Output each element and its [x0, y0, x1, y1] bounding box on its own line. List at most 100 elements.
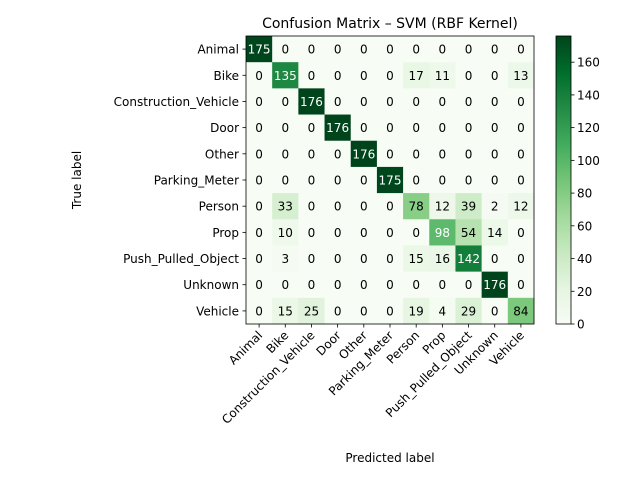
- cell-value-label: 0: [308, 43, 316, 57]
- cell-value-label: 0: [386, 43, 394, 57]
- cell-value-label: 0: [308, 174, 316, 188]
- cell-value-label: 12: [513, 200, 528, 214]
- cell-value-label: 0: [386, 95, 394, 109]
- heatmap-cell: [246, 62, 273, 89]
- heatmap-cell: [324, 140, 352, 168]
- colorbar-tick-label: 20: [577, 285, 592, 299]
- cell-value-label: 0: [281, 95, 289, 109]
- cell-value-label: 0: [465, 174, 473, 188]
- heatmap-cell: [272, 166, 299, 194]
- heatmap-cell: [350, 114, 378, 142]
- cell-value-label: 0: [255, 252, 263, 266]
- cell-value-label: 0: [255, 95, 263, 109]
- heatmap-cells: 175 0 0 0 0 0 0 0 0 0 0 0 135 0 0 0 0 17 11 0 0 13 0 0 176 0 0 0 0 0 0…: [246, 36, 535, 325]
- heatmap-cell: [455, 36, 483, 63]
- cell-value-label: 0: [255, 226, 263, 240]
- heatmap-cell: [481, 297, 509, 325]
- cell-value-label: 176: [300, 95, 323, 109]
- colorbar-tick-label: 0: [577, 318, 585, 332]
- heatmap-cell: [324, 62, 352, 89]
- heatmap-cell: [481, 193, 509, 220]
- heatmap-cell: [350, 193, 378, 220]
- heatmap-cell: [455, 271, 483, 299]
- heatmap-cell: [455, 245, 483, 273]
- heatmap-cell: [350, 297, 378, 325]
- cell-value-label: 0: [517, 121, 525, 135]
- cell-value-label: 0: [334, 252, 342, 266]
- heatmap-cell: [298, 166, 325, 194]
- cell-value-label: 14: [487, 226, 502, 240]
- heatmap-cell: [403, 193, 430, 220]
- heatmap-cell: [350, 166, 378, 194]
- y-tick-label: Parking_Meter: [154, 174, 239, 188]
- cell-value-label: 15: [278, 304, 293, 318]
- cell-value-label: 0: [412, 174, 420, 188]
- cell-value-label: 11: [435, 69, 450, 83]
- y-tick-label: Vehicle: [196, 304, 239, 318]
- heatmap-cell: [481, 114, 509, 142]
- heatmap-cell: [246, 245, 273, 273]
- cell-value-label: 16: [435, 252, 450, 266]
- cell-value-label: 0: [386, 278, 394, 292]
- heatmap-cell: [376, 297, 404, 325]
- cell-value-label: 2: [491, 200, 499, 214]
- heatmap-cell: [507, 88, 535, 115]
- heatmap-cell: [324, 88, 352, 115]
- cell-value-label: 0: [255, 121, 263, 135]
- cell-value-label: 0: [439, 278, 447, 292]
- cell-value-label: 0: [255, 278, 263, 292]
- cell-value-label: 0: [360, 121, 368, 135]
- heatmap-cell: [298, 88, 325, 115]
- y-tick-label: Bike: [214, 69, 239, 83]
- y-tick-label: Construction_Vehicle: [114, 95, 239, 109]
- y-tick-label: Animal: [197, 43, 239, 57]
- cell-value-label: 0: [439, 43, 447, 57]
- cell-value-label: 0: [465, 95, 473, 109]
- cell-value-label: 0: [517, 174, 525, 188]
- heatmap-cell: [481, 219, 509, 246]
- heatmap-cell: [246, 88, 273, 115]
- heatmap-cell: [324, 166, 352, 194]
- y-tick-label: Push_Pulled_Object: [123, 252, 239, 266]
- heatmap-cell: [272, 219, 299, 246]
- heatmap-cell: [324, 271, 352, 299]
- heatmap-cell: [429, 297, 456, 325]
- heatmap-cell: [429, 36, 456, 63]
- heatmap-cell: [272, 88, 299, 115]
- heatmap-cell: [403, 62, 430, 89]
- cell-value-label: 0: [281, 278, 289, 292]
- heatmap-cell: [272, 140, 299, 168]
- heatmap-cell: [272, 245, 299, 273]
- heatmap-cell: [246, 166, 273, 194]
- cell-value-label: 0: [412, 95, 420, 109]
- heatmap-cell: [246, 219, 273, 246]
- colorbar-tick-label: 60: [577, 219, 592, 233]
- cell-value-label: 0: [308, 147, 316, 161]
- cell-value-label: 135: [274, 69, 297, 83]
- y-tick-label: Prop: [212, 226, 239, 240]
- heatmap-cell: [429, 62, 456, 89]
- heatmap-cell: [455, 219, 483, 246]
- cell-value-label: 0: [491, 43, 499, 57]
- cell-value-label: 0: [439, 174, 447, 188]
- cell-value-label: 17: [409, 69, 424, 83]
- cell-value-label: 29: [461, 304, 476, 318]
- heatmap-cell: [298, 140, 325, 168]
- cell-value-label: 0: [308, 278, 316, 292]
- cell-value-label: 0: [255, 200, 263, 214]
- heatmap-cell: [350, 140, 378, 168]
- cell-value-label: 0: [334, 278, 342, 292]
- cell-value-label: 78: [409, 200, 424, 214]
- colorbar-ticks: 0 20 40 60 80 100 120 140 160: [571, 56, 600, 332]
- cell-value-label: 3: [281, 252, 289, 266]
- heatmap-cell: [403, 36, 430, 63]
- cell-value-label: 13: [513, 69, 528, 83]
- heatmap-cell: [481, 140, 509, 168]
- heatmap-cell: [376, 114, 404, 142]
- heatmap-cell: [272, 271, 299, 299]
- heatmap-cell: [403, 166, 430, 194]
- cell-value-label: 0: [360, 252, 368, 266]
- heatmap-cell: [455, 62, 483, 89]
- x-axis-label: Predicted label: [345, 451, 434, 465]
